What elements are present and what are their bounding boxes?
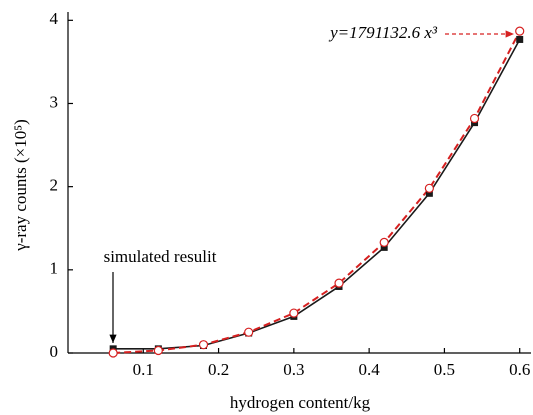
series-line [113, 30, 521, 354]
circle-marker [379, 237, 389, 247]
square-marker [425, 189, 433, 197]
circle-marker [515, 26, 525, 36]
x-tick-label: 0.6 [509, 360, 530, 379]
x-axis-label: hydrogen content/kg [230, 393, 371, 412]
square-marker [516, 35, 524, 43]
square-marker [380, 243, 388, 251]
circle-marker [153, 345, 163, 356]
y-axis-label: γ-ray counts (×10⁵) [11, 119, 30, 252]
simulated-annotation: simulated resulit [104, 247, 217, 266]
series-line [113, 39, 521, 350]
circle-marker [334, 278, 344, 288]
circle-marker [424, 183, 434, 193]
circle-marker [108, 348, 118, 358]
y-tick-label: 4 [50, 9, 59, 28]
x-tick-label: 0.5 [434, 360, 455, 379]
circle-marker [289, 308, 299, 318]
y-tick-label: 3 [50, 92, 59, 111]
x-tick-label: 0.3 [283, 360, 304, 379]
fit-annotation: y=1791132.6 x³ [328, 23, 438, 42]
circle-marker [469, 113, 480, 124]
y-tick-label: 1 [50, 259, 59, 278]
x-tick-label: 0.1 [133, 360, 154, 379]
circle-marker [244, 327, 254, 337]
y-tick-label: 0 [50, 342, 59, 361]
y-tick-label: 2 [50, 176, 59, 195]
x-tick-label: 0.2 [208, 360, 229, 379]
x-tick-label: 0.4 [359, 360, 381, 379]
circle-marker [198, 340, 209, 350]
